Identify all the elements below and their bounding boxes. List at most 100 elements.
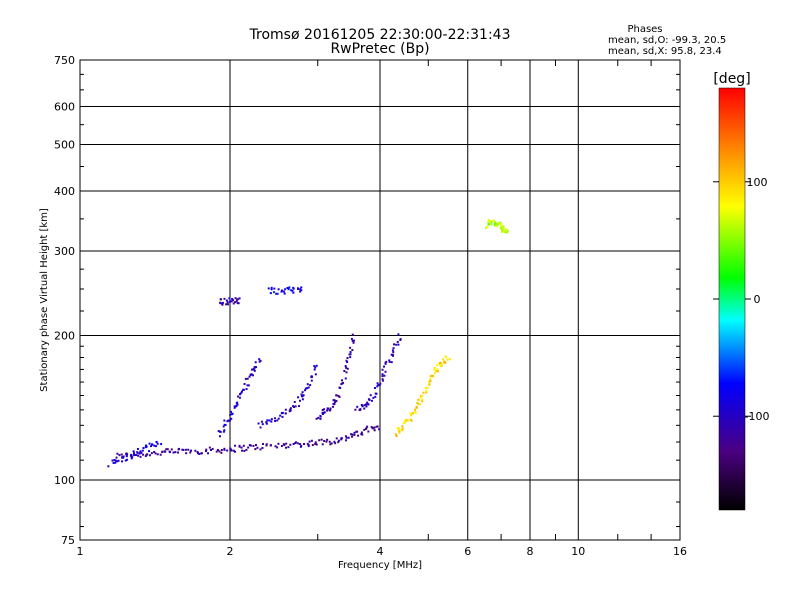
x-tick-label: 10 [571,545,585,558]
data-point [490,223,493,226]
data-point [121,460,124,463]
data-point [397,343,400,346]
data-point [416,401,419,404]
data-point [216,448,219,451]
data-point [270,288,273,291]
data-point [218,450,221,453]
y-tick-label: 600 [54,101,75,114]
data-point [236,401,239,404]
data-point [219,302,222,305]
data-point [417,403,420,406]
data-point [436,370,439,373]
data-point [197,452,200,455]
data-point [351,435,354,438]
data-points [107,219,509,468]
data-point [345,371,348,374]
data-point [428,380,431,383]
data-point [307,444,310,447]
data-point [230,448,233,451]
data-point [375,425,378,428]
data-point [413,408,416,411]
data-point [489,219,492,222]
data-point [435,370,438,373]
colorbar [718,87,746,511]
data-point [354,408,357,411]
data-point [132,450,135,453]
data-point [310,376,313,379]
data-point [285,446,288,449]
data-point [343,370,346,373]
data-point [259,426,262,429]
data-point [235,405,238,408]
y-axis-label: Stationary phase Virtual Height [km] [39,208,50,392]
data-point [506,231,509,234]
data-point [492,219,495,222]
data-point [379,382,382,385]
data-point [304,387,307,390]
data-point [139,455,142,458]
data-point [307,445,310,448]
data-point [200,452,203,455]
data-point [496,225,499,228]
data-point [356,405,359,408]
data-point [260,420,263,423]
data-point [229,300,232,303]
data-point [374,395,377,398]
data-point [125,455,128,458]
data-point [392,354,395,357]
data-point [429,377,432,380]
data-point [310,379,313,382]
data-point [261,423,264,426]
data-point [226,301,229,304]
data-point [116,452,119,455]
data-point [403,420,406,423]
data-point [274,417,277,420]
data-point [144,444,147,447]
data-point [426,386,429,389]
data-point [225,303,228,306]
data-point [112,461,115,464]
data-point [421,400,424,403]
data-point [502,226,505,229]
y-tick-label: 500 [54,139,75,152]
data-point [259,448,262,451]
data-point [299,288,302,291]
data-point [236,403,239,406]
colorbar-tick-label: -100 [745,410,770,423]
data-point [291,289,294,292]
data-point [114,459,117,462]
data-point [150,445,153,448]
y-tick-label: 300 [54,245,75,258]
data-point [270,420,273,423]
data-point [307,386,310,389]
data-point [226,420,229,423]
data-point [390,361,393,364]
data-point [314,443,317,446]
data-point [277,442,280,445]
data-point [268,419,271,422]
data-point [322,413,325,416]
data-point [432,375,435,378]
data-point [383,374,386,377]
stats-line-o: mean, sd,O: -99.3, 20.5 [608,35,726,46]
data-point [240,390,243,393]
data-point [424,387,427,390]
data-point [487,221,490,224]
data-point [255,444,258,447]
data-point [293,400,296,403]
data-point [274,420,277,423]
data-point [318,439,321,442]
x-tick-label: 6 [464,545,471,558]
data-point [333,401,336,404]
data-point [502,230,505,233]
data-point [319,417,322,420]
data-point [130,453,133,456]
data-point [335,394,338,397]
data-point [338,395,341,398]
data-point [164,450,167,453]
colorbar-tick-label: 100 [747,176,768,189]
data-point [265,444,268,447]
data-point [391,349,394,352]
data-point [395,343,398,346]
y-tick-label: 100 [54,474,75,487]
